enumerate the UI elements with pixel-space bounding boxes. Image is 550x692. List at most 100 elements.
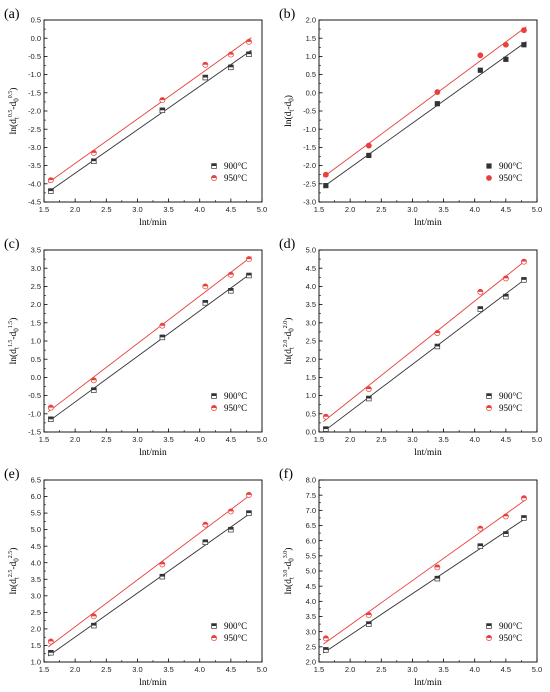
legend-label-f-0: 900°C (499, 621, 522, 631)
y-tick-label-d: 0.5 (306, 409, 316, 418)
y-tick-label-b: -1.0 (303, 125, 316, 134)
data-point-e-0-0 (48, 649, 54, 656)
y-tick-label-f: 6.5 (306, 521, 316, 530)
x-tick-label-f: 1.5 (314, 665, 324, 674)
panel-e: (e) 1.5 2.0 2.5 3.0 3.5 4.0 4.5 5.0 1.0 1.5 2.0 2.5 3… (0, 460, 275, 690)
fit-line-f-0 (323, 517, 527, 654)
fit-line-c-0 (48, 272, 252, 422)
y-tick-label-e: 6.0 (31, 492, 41, 501)
x-tick-label-e: 4.0 (194, 665, 204, 674)
y-tick-label-b: 1.5 (306, 34, 316, 43)
x-tick-label-f: 5.0 (532, 665, 542, 674)
x-tick-label-d: 4.5 (501, 435, 511, 444)
data-point-f-1-2 (434, 564, 441, 571)
legend-marker-e-1 (211, 635, 217, 641)
x-tick-label-f: 4.0 (469, 665, 479, 674)
data-point-c-1-1 (90, 377, 97, 384)
data-point-b-0-3 (477, 67, 483, 73)
data-point-d-0-0 (323, 426, 329, 432)
y-tick-label-c: 3.0 (31, 264, 41, 273)
y-tick-label-e: 3.0 (31, 591, 41, 600)
data-point-c-0-1 (91, 387, 97, 393)
y-axis-title-c: ln(dt1.5-d01.5) (8, 318, 21, 365)
data-point-e-0-1 (91, 622, 97, 629)
data-point-a-1-0 (47, 177, 54, 184)
x-tick-label-e: 3.5 (163, 665, 173, 674)
x-tick-label-b: 2.0 (345, 205, 355, 214)
data-point-d-0-1 (366, 395, 372, 402)
x-tick-label-c: 4.0 (194, 435, 204, 444)
data-point-a-0-2 (159, 107, 166, 114)
x-tick-label-e: 2.5 (101, 665, 111, 674)
y-tick-label-d: 2.0 (306, 355, 316, 364)
fit-line-d-0 (323, 277, 527, 433)
y-tick-label-a: 0.5 (31, 16, 41, 25)
y-tick-label-f: 7.0 (306, 506, 316, 515)
data-point-d-1-3 (477, 288, 484, 295)
y-tick-label-b: -2.0 (303, 161, 316, 170)
y-tick-label-c: -1.5 (28, 428, 41, 437)
legend-label-e-0: 900°C (224, 621, 247, 631)
y-tick-label-e: 1.5 (31, 641, 41, 650)
panel-label-c: (c) (4, 237, 20, 252)
data-point-a-1-3 (202, 61, 209, 68)
y-tick-label-b: -1.5 (303, 143, 316, 152)
data-point-c-1-5 (245, 256, 252, 263)
data-point-c-0-2 (159, 334, 166, 341)
x-tick-label-b: 2.5 (376, 205, 386, 214)
data-point-a-1-2 (159, 97, 166, 104)
x-tick-label-a: 4.0 (194, 205, 204, 214)
y-tick-label-d: 3.5 (306, 300, 316, 309)
y-tick-label-e: 3.5 (31, 575, 41, 584)
data-point-c-1-3 (202, 283, 209, 290)
x-tick-label-e: 4.5 (226, 665, 236, 674)
data-point-a-0-3 (202, 74, 209, 81)
data-point-d-1-4 (502, 275, 509, 282)
panel-label-f: (f) (279, 467, 293, 482)
data-point-d-1-0 (322, 413, 329, 420)
data-point-b-1-4 (502, 41, 509, 48)
fit-line-a-1 (48, 37, 252, 183)
legend-marker-a-1 (211, 175, 217, 181)
y-tick-label-d: 5.0 (306, 246, 316, 255)
x-tick-label-a: 5.0 (257, 205, 267, 214)
data-point-c-0-4 (228, 288, 234, 294)
data-point-e-0-4 (228, 526, 234, 533)
y-tick-label-e: 5.0 (31, 525, 41, 534)
legend-marker-c-0 (211, 393, 217, 399)
fit-line-e-0 (48, 512, 252, 657)
panel-d: (d) 1.5 2.0 2.5 3.0 3.5 4.0 4.5 5.0 0.0 0.5 1.0 1.5 2… (275, 230, 550, 460)
data-point-f-0-0 (323, 647, 329, 653)
legend-marker-d-1 (486, 405, 492, 411)
data-point-c-1-2 (159, 322, 166, 329)
chart-e-svg: (e)1.5 2.0 2.5 3.0 3.5 4.0 4.5 5.01.01.52.02.53… (4, 467, 267, 688)
chart-f-svg: (f)1.5 2.0 2.5 3.0 3.5 4.0 4.5 5.02.02.53.03.54… (279, 467, 542, 688)
data-point-a-0-1 (91, 158, 97, 164)
legend-label-d-0: 900°C (499, 391, 522, 401)
panel-b: (b) 1.5 2.0 2.5 3.0 3.5 4.0 4.5 5.0 -3.0 -2.5 -2.0 -… (275, 0, 550, 230)
data-point-d-0-5 (521, 277, 527, 283)
data-point-b-0-4 (503, 56, 509, 62)
data-point-b-0-0 (323, 183, 329, 189)
data-point-b-1-2 (434, 89, 441, 95)
y-tick-label-c: 1.0 (31, 337, 41, 346)
legend-marker-f-0 (486, 623, 492, 629)
y-axis-title-b: ln(dt-d0) (283, 95, 296, 127)
data-point-f-1-4 (502, 513, 509, 520)
data-point-e-1-3 (202, 521, 209, 528)
x-tick-label-c: 2.0 (70, 435, 80, 444)
data-point-f-0-1 (366, 621, 372, 627)
x-tick-label-b: 4.0 (469, 205, 479, 214)
y-tick-label-d: 4.5 (306, 264, 316, 273)
data-point-c-0-3 (202, 300, 209, 306)
data-point-e-0-5 (246, 510, 252, 516)
fit-line-f-1 (323, 498, 527, 645)
x-tick-label-d: 3.5 (438, 435, 448, 444)
legend-label-f-1: 950°C (499, 633, 522, 643)
y-tick-label-d: 1.5 (306, 373, 316, 382)
y-tick-label-b: 0.0 (306, 88, 316, 97)
x-tick-label-b: 5.0 (532, 205, 542, 214)
chart-b-svg: (b) 1.5 2.0 2.5 3.0 3.5 4.0 4.5 5.0 -3.0 -2.5 -2.0 -… (279, 7, 542, 228)
y-tick-label-c: 2.5 (31, 282, 41, 291)
fit-line-a-0 (48, 49, 252, 193)
